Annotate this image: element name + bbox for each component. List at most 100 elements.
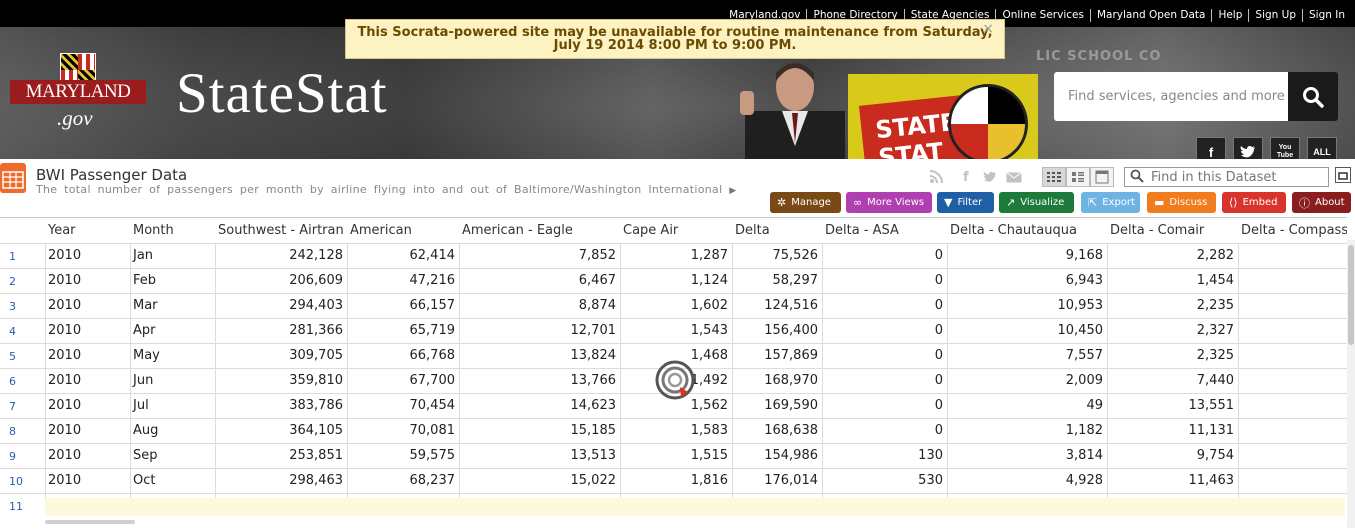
youtube-button[interactable]: You Tube <box>1270 137 1300 159</box>
vertical-scrollbar-track[interactable] <box>1347 240 1355 528</box>
expand-description-icon[interactable]: ▶ <box>729 186 737 196</box>
table-cell: 0 <box>934 298 943 313</box>
table-cell: 15,185 <box>570 423 617 438</box>
column-header[interactable]: Cape Air <box>623 223 679 238</box>
site-title[interactable]: StateStat <box>176 62 388 125</box>
column-header[interactable]: Delta - ASA <box>825 223 899 238</box>
maryland-gov-logo[interactable]: MARYLAND .gov <box>10 50 148 158</box>
column-header[interactable]: Delta - Compass <box>1241 223 1347 238</box>
table-cell: 0 <box>934 373 943 388</box>
table-cell: 0 <box>934 323 943 338</box>
row-number[interactable]: 9 <box>9 450 16 463</box>
facebook-share-icon[interactable]: f <box>963 170 969 185</box>
table-row[interactable]: 7 2010 Jul 383,786 70,454 14,623 1,562 169,590 0… <box>0 393 1347 418</box>
filter-button[interactable]: ▼ Filter <box>937 192 994 213</box>
manage-button[interactable]: ✲ Manage <box>770 192 841 213</box>
column-header[interactable]: Delta - Comair <box>1110 223 1205 238</box>
page-view-icon <box>1095 170 1109 184</box>
embed-button[interactable]: ⟨⟩ Embed <box>1222 192 1286 213</box>
table-cell: 49 <box>1086 398 1103 413</box>
top-link-4[interactable]: Maryland Open Data <box>1089 9 1212 22</box>
page-view-toggle[interactable] <box>1090 167 1114 187</box>
table-cell: 169,590 <box>764 398 818 413</box>
fullscreen-button[interactable] <box>1335 167 1351 183</box>
column-header[interactable]: American <box>350 223 412 238</box>
top-link-0[interactable]: Maryland.gov <box>729 9 801 21</box>
about-button[interactable]: ⓘ About <box>1292 192 1351 213</box>
find-in-dataset-input[interactable] <box>1124 167 1329 187</box>
top-link-2[interactable]: State Agencies <box>903 9 996 22</box>
table-cell: 58,297 <box>772 273 819 288</box>
facebook-button[interactable]: f <box>1196 137 1226 159</box>
column-header[interactable]: Year <box>48 223 76 238</box>
column-header[interactable]: Delta <box>735 223 770 238</box>
row-number[interactable]: 5 <box>9 350 16 363</box>
row-number[interactable]: 2 <box>9 275 16 288</box>
row-view-icon <box>1072 172 1084 182</box>
banner-line-1: This Socrata-powered site may be unavail… <box>357 25 993 40</box>
table-row[interactable]: 1 2010 Jan 242,128 62,414 7,852 1,287 75,526 0 9,… <box>0 243 1347 268</box>
table-cell: Apr <box>133 323 156 338</box>
column-header[interactable]: Month <box>133 223 174 238</box>
table-cell: Feb <box>133 273 157 288</box>
top-link-1[interactable]: Phone Directory <box>806 9 903 22</box>
table-row[interactable]: 3 2010 Mar 294,403 66,157 8,874 1,602 124,516 0 1… <box>0 293 1347 318</box>
twitter-button[interactable] <box>1233 137 1263 159</box>
table-cell: 176,014 <box>764 473 818 488</box>
table-cell: 10,953 <box>1057 298 1104 313</box>
table-cell: 75,526 <box>772 248 819 263</box>
table-cell: 7,440 <box>1196 373 1234 388</box>
discuss-button[interactable]: ▬ Discuss <box>1147 192 1216 213</box>
table-cell: Oct <box>133 473 156 488</box>
export-button[interactable]: ⇱ Export <box>1081 192 1140 213</box>
table-cell: 0 <box>934 248 943 263</box>
top-link-7[interactable]: Sign In <box>1302 9 1351 22</box>
close-icon[interactable]: × <box>982 21 994 37</box>
table-row[interactable]: 10 2010 Oct 298,463 68,237 15,022 1,816 176,014… <box>0 468 1347 493</box>
column-header[interactable]: Delta - Chautauqua <box>950 223 1077 238</box>
row-number[interactable]: 4 <box>9 325 16 338</box>
column-header[interactable]: Southwest - Airtran <box>218 223 344 238</box>
all-social-button[interactable]: ALL <box>1307 137 1337 159</box>
vertical-scrollbar-thumb[interactable] <box>1348 245 1354 345</box>
top-link-3[interactable]: Online Services <box>995 9 1089 22</box>
row-view-toggle[interactable] <box>1066 167 1090 187</box>
table-row[interactable]: 5 2010 May 309,705 66,768 13,824 1,468 157,869 0… <box>0 343 1347 368</box>
table-row[interactable]: 9 2010 Sep 253,851 59,575 13,513 1,515 154,986 1… <box>0 443 1347 468</box>
rss-icon[interactable] <box>929 170 943 184</box>
more-views-button[interactable]: ∞ More Views <box>846 192 932 213</box>
horizontal-scrollbar[interactable] <box>45 520 135 524</box>
row-number[interactable]: 6 <box>9 375 16 388</box>
search-button[interactable] <box>1288 72 1338 121</box>
email-share-icon[interactable] <box>1006 172 1022 183</box>
row-number[interactable]: 3 <box>9 300 16 313</box>
row-number[interactable]: 8 <box>9 425 16 438</box>
visualize-button[interactable]: ↗ Visualize <box>999 192 1074 213</box>
info-icon: ⓘ <box>1299 196 1310 210</box>
table-row[interactable]: 11 <box>0 493 1347 525</box>
statestat-poster: STATE STAT <box>848 74 1038 159</box>
row-number[interactable]: 7 <box>9 400 16 413</box>
table-row[interactable]: 2 2010 Feb 206,609 47,216 6,467 1,124 58,297 0 6,… <box>0 268 1347 293</box>
table-cell: 11,463 <box>1188 473 1235 488</box>
facebook-icon: f <box>1208 144 1214 160</box>
toolbar-button-label: More Views <box>867 197 925 208</box>
table-row[interactable]: 4 2010 Apr 281,366 65,719 12,701 1,543 156,400 0… <box>0 318 1347 343</box>
top-link-5[interactable]: Help <box>1211 9 1248 22</box>
row-number[interactable]: 10 <box>9 475 23 488</box>
table-cell: 2010 <box>48 348 82 363</box>
top-link-6[interactable]: Sign Up <box>1248 9 1302 22</box>
table-row[interactable]: 8 2010 Aug 364,105 70,081 15,185 1,583 168,638 0… <box>0 418 1347 443</box>
table-view-toggle[interactable] <box>1042 167 1066 187</box>
table-cell: 6,467 <box>578 273 616 288</box>
table-cell: 0 <box>934 398 943 413</box>
toolbar-button-label: Visualize <box>1020 197 1065 208</box>
site-search-input[interactable] <box>1054 72 1288 121</box>
table-cell: 383,786 <box>289 398 343 413</box>
column-header[interactable]: American - Eagle <box>462 223 573 238</box>
twitter-share-icon[interactable] <box>983 171 997 183</box>
table-cell: 2010 <box>48 473 82 488</box>
table-cell: 0 <box>934 273 943 288</box>
table-cell: 168,638 <box>764 423 818 438</box>
row-number[interactable]: 1 <box>9 250 16 263</box>
